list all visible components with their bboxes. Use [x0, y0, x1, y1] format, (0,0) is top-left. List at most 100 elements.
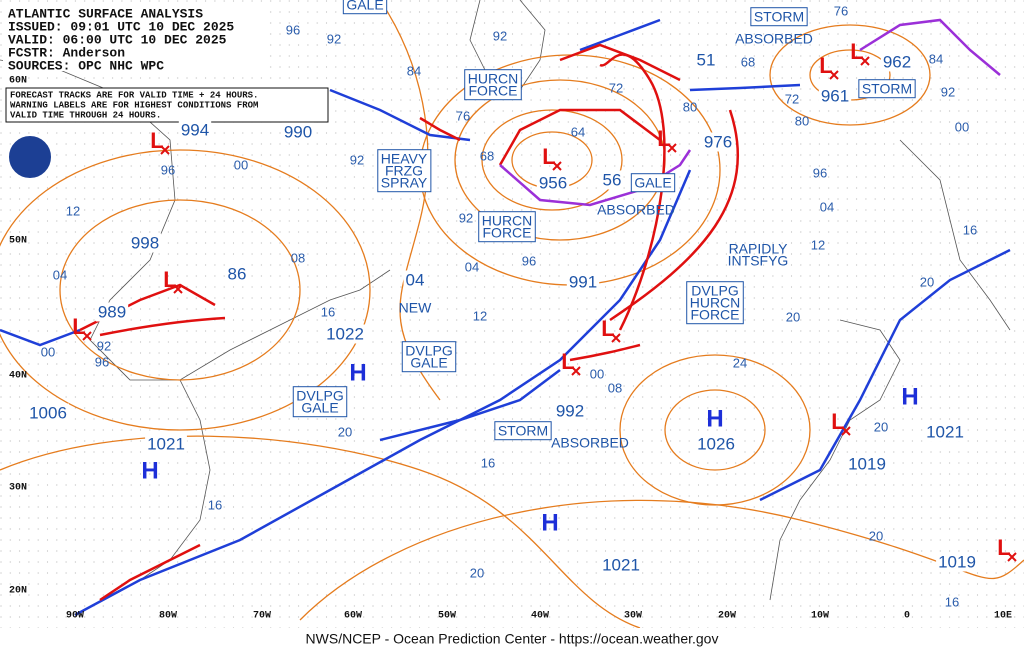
longitude-label: 70W	[253, 611, 271, 622]
pressure-label: 989	[98, 302, 126, 321]
warning-box	[292, 386, 348, 418]
warning-box	[401, 341, 457, 373]
isobar-label: 68	[480, 148, 494, 163]
pressure-label: 56	[603, 170, 622, 189]
isobar-label: 20	[470, 565, 484, 580]
isobar-label: 68	[741, 54, 755, 69]
low-cross	[667, 143, 677, 153]
low-center: L	[997, 535, 1010, 560]
pressure-box	[846, 454, 888, 474]
isobar-label: 92	[459, 210, 473, 225]
longitude-label: 60W	[344, 611, 362, 622]
isobar-label: 76	[456, 108, 470, 123]
warning-label: HURCN	[468, 71, 519, 87]
isobar-label: 20	[874, 419, 888, 434]
pressure-label: 962	[883, 52, 911, 71]
warning-box	[630, 173, 676, 193]
low-center: L	[657, 126, 670, 151]
latitude-label: 60N	[9, 76, 27, 87]
isobar-label: 76	[834, 3, 848, 18]
warning-label: RAPIDLY	[729, 241, 789, 257]
warning-label: INTSFYG	[728, 253, 789, 269]
isobar-label: 12	[811, 237, 825, 252]
low-center: L	[542, 144, 555, 169]
warning-label: HEAVY	[381, 151, 428, 167]
warning-label: DVLPG	[691, 283, 738, 299]
warning-label: STORM	[862, 81, 912, 97]
pressure-label: 992	[556, 401, 584, 420]
pressure-label: 956	[539, 173, 567, 192]
low-center: L	[561, 349, 574, 374]
pressure-box	[95, 302, 129, 322]
warning-label: GALE	[634, 175, 671, 191]
footer-bar	[0, 628, 1024, 652]
pressure-box	[701, 132, 735, 152]
latitude-label: 20N	[9, 586, 27, 597]
warning-box	[750, 7, 808, 27]
low-cross	[860, 56, 870, 66]
pressure-label: 04	[406, 270, 425, 289]
warning-label: STORM	[754, 9, 804, 25]
pressure-label: 991	[569, 272, 597, 291]
isobar-label: 20	[869, 528, 883, 543]
pressure-box	[566, 272, 600, 292]
isobar-label: 96	[95, 354, 109, 369]
latitude-label: 50N	[9, 236, 27, 247]
pressure-label: 1026	[697, 434, 735, 453]
warning-label: FRZG	[385, 163, 423, 179]
longitude-label: 0	[904, 611, 910, 622]
warning-label: ABSORBED	[597, 202, 675, 218]
longitude-label: 40W	[531, 611, 549, 622]
isobar-label: 20	[920, 274, 934, 289]
warning-box	[478, 211, 536, 243]
pressure-label: 1021	[602, 555, 640, 574]
isobar-label: 16	[208, 497, 222, 512]
pressure-label: 994	[181, 120, 209, 139]
pressure-label: 976	[704, 132, 732, 151]
warning-label: DVLPG	[405, 343, 452, 359]
header-line: FCSTR: Anderson	[8, 45, 125, 60]
warning-box	[494, 421, 552, 441]
isobar-label: 20	[338, 424, 352, 439]
low-center: L	[831, 409, 844, 434]
isobar-label: 96	[522, 253, 536, 268]
pressure-box	[880, 52, 914, 72]
warning-label: DVLPG	[296, 388, 343, 404]
isobar-label: 92	[493, 28, 507, 43]
pressure-label: 998	[131, 233, 159, 252]
noaa-logo	[7, 134, 53, 180]
isobar-label: 00	[590, 366, 604, 381]
low-cross	[829, 70, 839, 80]
notice-line: WARNING LABELS ARE FOR HIGHEST CONDITION…	[10, 100, 258, 110]
high-center: H	[901, 383, 918, 410]
isobar-label: 80	[683, 99, 697, 114]
warning-label: FORCE	[469, 83, 518, 99]
low-cross	[552, 161, 562, 171]
notice-line: VALID TIME THROUGH 24 HOURS.	[10, 110, 161, 120]
warning-label: SPRAY	[381, 175, 428, 191]
header-box	[3, 3, 265, 71]
pressure-box	[924, 422, 966, 442]
pressure-box	[403, 270, 427, 290]
high-center: H	[706, 405, 723, 432]
pressure-label: 51	[697, 50, 716, 69]
isobar-label: 04	[465, 259, 479, 274]
latitude-label: 40N	[9, 371, 27, 382]
isobar-label: 92	[941, 84, 955, 99]
low-cross	[1007, 552, 1017, 562]
header-line: VALID: 06:00 UTC 10 DEC 2025	[8, 32, 227, 47]
pressure-box	[27, 403, 69, 423]
warning-label: GALE	[301, 400, 338, 416]
notice-line: FORECAST TRACKS ARE FOR VALID TIME + 24 …	[10, 90, 258, 100]
pressure-box	[225, 264, 249, 284]
pressure-label: 86	[228, 264, 247, 283]
warning-label: HURCN	[690, 295, 741, 311]
pressure-box	[936, 552, 978, 572]
isobar-label: 04	[53, 267, 67, 282]
isobar-label: 00	[234, 157, 248, 172]
pressure-box	[695, 434, 737, 454]
pressure-label: 990	[284, 122, 312, 141]
low-center: L	[819, 53, 832, 78]
isobar-label: 96	[161, 162, 175, 177]
isobar-label: 04	[820, 199, 834, 214]
